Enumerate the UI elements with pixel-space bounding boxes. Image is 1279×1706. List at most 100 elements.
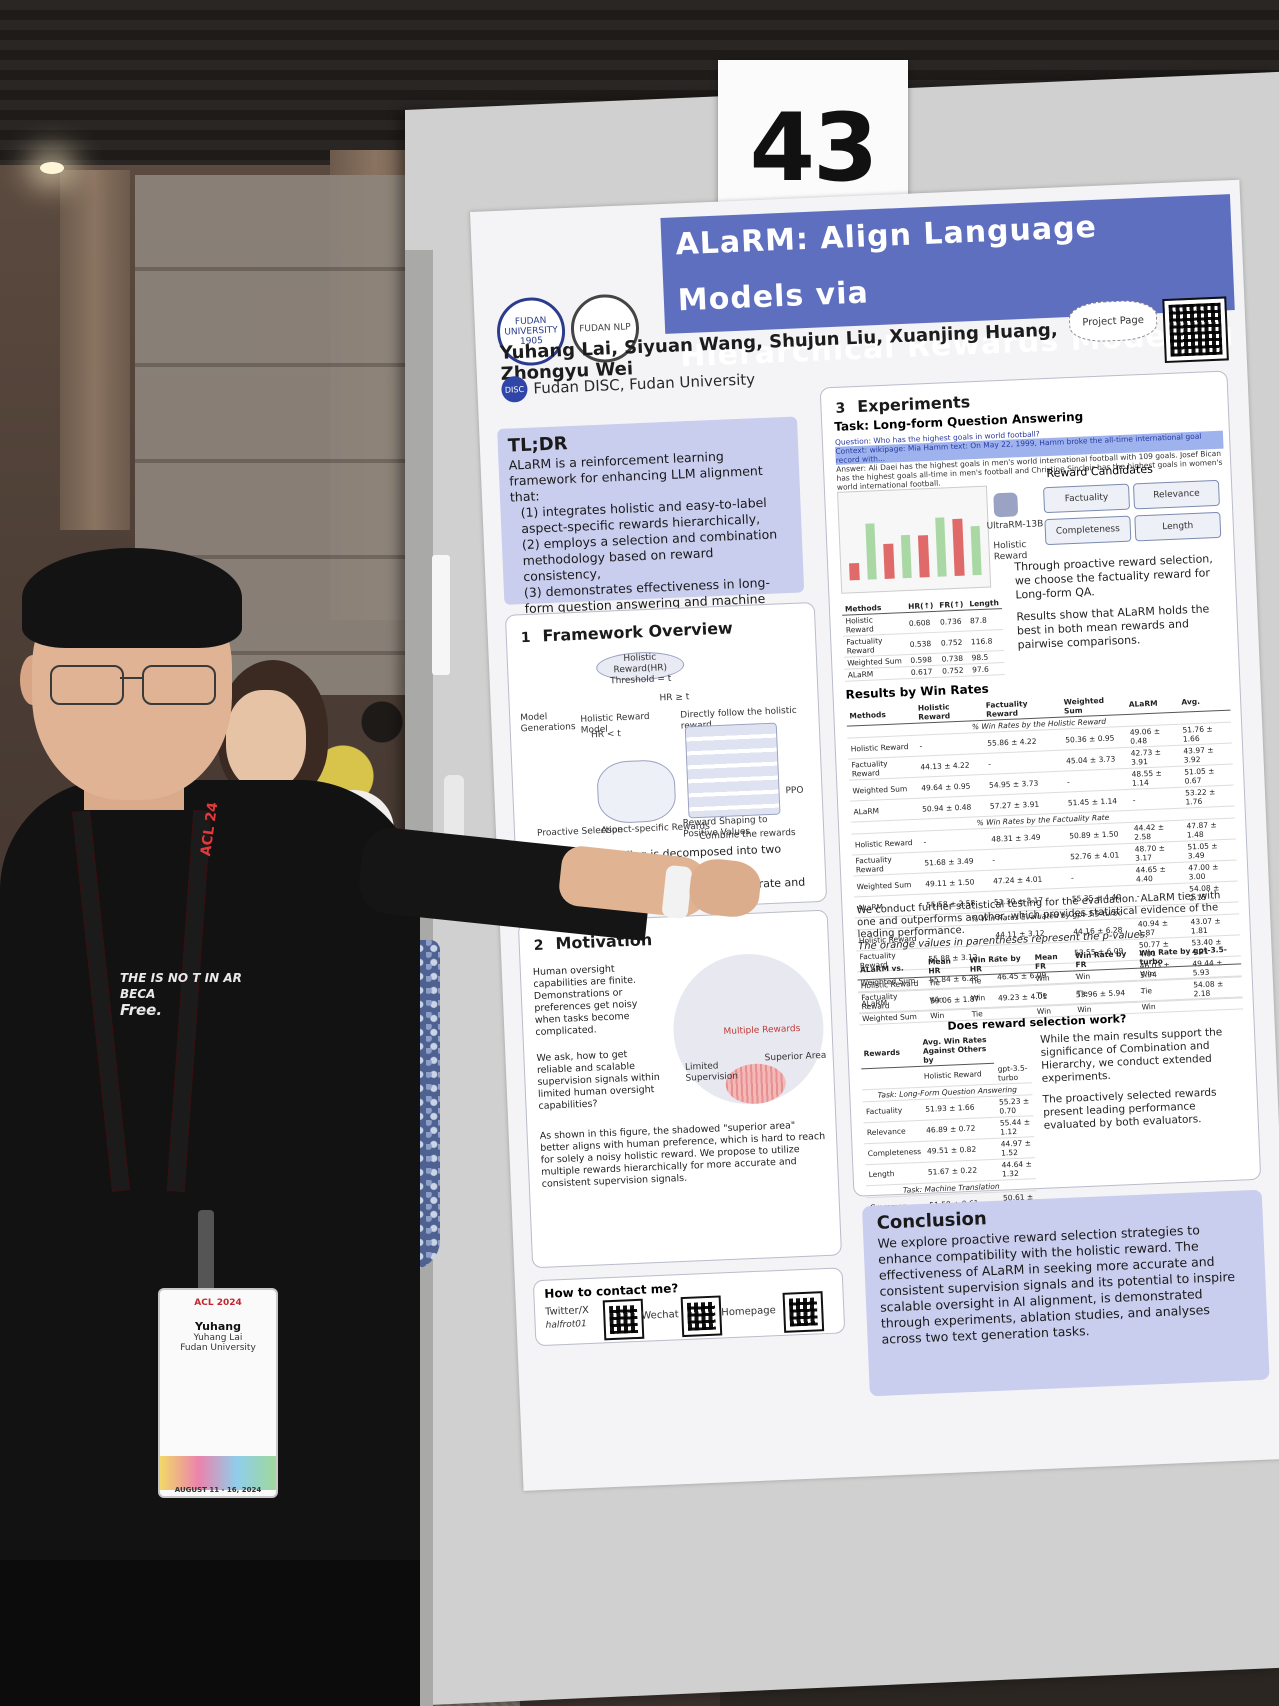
figure-label: Limited Supervision	[684, 1061, 739, 1084]
table-cell: 44.65 ± 4.40	[1132, 862, 1186, 886]
table-cell: Weighted Sum	[849, 777, 919, 802]
table-cell: Mean HR	[924, 954, 968, 978]
table-cell: 47.87 ± 1.48	[1183, 817, 1236, 842]
table-cell: 0.736	[936, 610, 968, 633]
homepage-qr[interactable]	[782, 1291, 825, 1333]
table-cell: 55.44 ± 1.12	[996, 1115, 1035, 1138]
twitter-handle: halfrot01	[545, 1319, 587, 1331]
tldr-box: TL;DR ALaRM is a reinforcement learning …	[497, 416, 805, 632]
table-cell: 44.64 ± 1.32	[998, 1157, 1036, 1180]
table-cell: Factuality Reward	[843, 633, 908, 658]
twitter-qr[interactable]	[602, 1298, 645, 1341]
table-cell: Factuality Reward	[858, 989, 927, 1013]
chart-bar-red	[917, 535, 930, 578]
table-cell: Factuality Reward	[848, 756, 918, 781]
framework-heading: 1 Framework Overview	[520, 618, 734, 647]
table-cell: Completeness	[864, 1140, 925, 1165]
wechat-qr[interactable]	[680, 1295, 723, 1338]
badge-full-name: Yuhang Lai	[193, 1333, 243, 1343]
table-cell: 50.89 ± 1.50	[1065, 822, 1132, 847]
table-cell: 49.11 ± 1.50	[921, 870, 991, 895]
table-cell: ALaRM	[844, 666, 909, 682]
reward-grid	[684, 722, 781, 819]
conference-badge: ACL 2024 Yuhang Yuhang Lai Fudan Univers…	[158, 1288, 278, 1498]
table-cell: Avg. Win Rates Against Others by	[919, 1033, 995, 1067]
table-cell: Factuality Reward	[852, 852, 922, 877]
badge-clip	[198, 1210, 214, 1292]
chart-bar-green	[970, 525, 982, 576]
glasses-icon	[50, 665, 220, 705]
table-cell: 44.42 ± 2.58	[1130, 820, 1185, 844]
table-cell: 53.22 ± 1.76	[1181, 785, 1235, 809]
conclusion-body: We explore proactive reward selection st…	[877, 1222, 1236, 1347]
diagram-label: Model Generations	[520, 712, 576, 735]
contact-heading: How to contact me?	[544, 1281, 679, 1301]
title-line-1: ALaRM: Align Language Models via	[674, 209, 1098, 319]
table-cell: 0.617	[907, 665, 940, 679]
table-cell: Win	[926, 987, 969, 1011]
table-cell: Avg.	[1177, 689, 1231, 713]
diagram-label: HR < t	[590, 729, 622, 741]
table-cell: Tie	[1032, 982, 1075, 1006]
disc-logo: DISC	[500, 375, 528, 403]
chart-bar-red	[883, 543, 895, 579]
reward-bar-chart	[837, 485, 992, 594]
robot-icon	[993, 492, 1019, 518]
badge-dates: AUGUST 11 - 16, 2024	[174, 1486, 262, 1494]
table-cell: 0.538	[906, 632, 939, 655]
table-cell: Methods	[846, 702, 916, 727]
table-cell: 47.00 ± 3.00	[1185, 859, 1238, 884]
table-cell: Holistic Reward	[847, 735, 917, 760]
table-cell: 52.76 ± 4.01	[1066, 843, 1133, 868]
table-cell: Holistic Reward	[851, 831, 921, 856]
table-cell: 51.68 ± 3.49	[920, 849, 990, 874]
chart-bar-green	[934, 516, 947, 577]
table-cell: 87.8	[966, 608, 1003, 632]
table-cell: 44.13 ± 4.22	[916, 753, 986, 778]
table-cell: Win Rate by FR	[1071, 947, 1137, 971]
table-cell: Length	[865, 1161, 926, 1186]
wechat-label: Wechat	[641, 1309, 679, 1322]
diagram-label: HR ≥ t	[659, 692, 690, 704]
candidate-completeness: Completeness	[1044, 515, 1132, 546]
table-cell: 0.608	[905, 611, 938, 634]
table-cell: -	[920, 828, 989, 853]
selection-bullets: While the main results support the signi…	[1039, 1026, 1223, 1132]
figure-label: Superior Area	[764, 1050, 827, 1064]
table-cell: Weighted Sum	[1060, 693, 1127, 718]
table-cell: ALaRM vs.	[856, 956, 926, 980]
table-cell: 51.05 ± 0.67	[1181, 764, 1234, 788]
ceiling-light	[40, 162, 64, 174]
table-cell: 51.45 ± 1.14	[1064, 789, 1131, 814]
chart-bar-green	[900, 534, 912, 579]
table-cell: ALaRM	[1125, 691, 1179, 715]
table-cell: gpt-3.5-turbo	[994, 1061, 1032, 1084]
conclusion-box: Conclusion We explore proactive reward s…	[861, 1189, 1270, 1397]
table-cell: 49.06 ± 0.48	[1126, 724, 1181, 748]
reward-model-label: UltraRM-13B	[986, 519, 1044, 532]
table-cell: 51.76 ± 1.66	[1179, 722, 1232, 746]
motivation-point: As shown in this figure, the shadowed "s…	[539, 1120, 826, 1190]
table-cell: 50.36 ± 0.95	[1061, 726, 1128, 751]
table-cell: 42.73 ± 3.91	[1127, 745, 1182, 769]
win-rates-heading: Results by Win Rates	[845, 681, 989, 702]
table-cell: Rewards	[859, 1036, 921, 1069]
table-cell: ALaRM	[850, 798, 920, 823]
table-cell: Mean FR	[1031, 950, 1073, 973]
table-cell: Weighted Sum	[853, 873, 923, 898]
diagram-node: Holistic Reward(HR) Threshold = t	[595, 650, 685, 687]
table-cell: 49.64 ± 0.95	[917, 774, 987, 799]
table-cell: 44.97 ± 1.52	[997, 1136, 1036, 1159]
candidate-relevance: Relevance	[1132, 479, 1220, 510]
diagram-label: PPO	[785, 785, 804, 797]
table-cell: Tie	[1073, 980, 1139, 1004]
contact-section: How to contact me? Twitter/X halfrot01 W…	[532, 1267, 846, 1347]
table-cell: 55.23 ± 0.70	[995, 1094, 1034, 1117]
wall-pillar	[60, 170, 130, 530]
research-poster: FUDAN UNIVERSITY 1905 FUDAN NLP ALaRM: A…	[470, 179, 1279, 1491]
table-cell: -	[1129, 787, 1183, 811]
woman-face	[226, 690, 306, 790]
table-cell: 50.94 ± 0.48	[918, 795, 988, 820]
presenter-hair	[22, 548, 242, 648]
badge-artwork	[160, 1456, 276, 1490]
